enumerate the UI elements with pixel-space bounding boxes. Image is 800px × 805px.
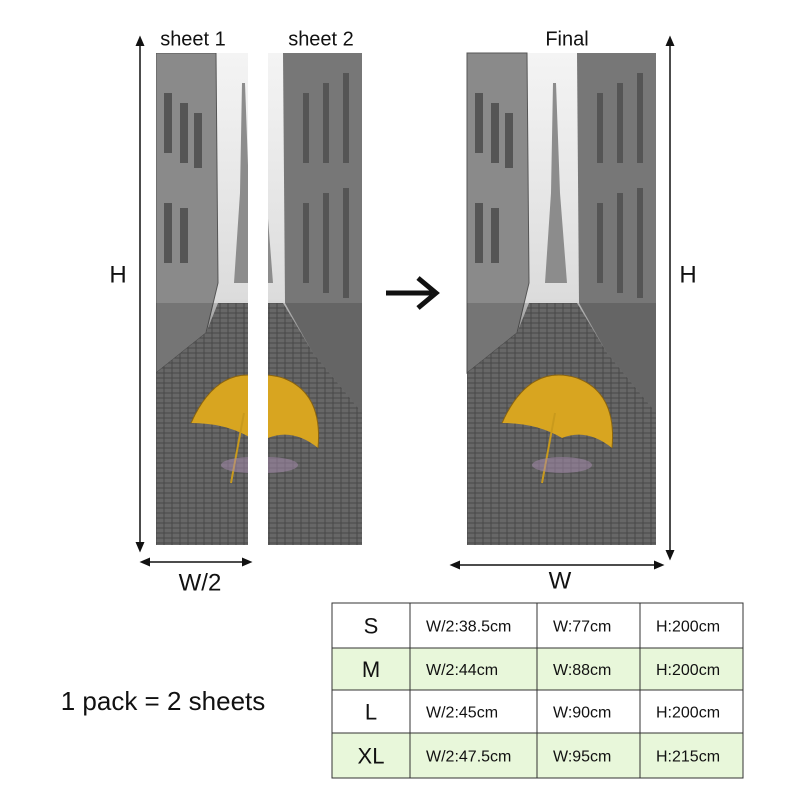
size-value: H:215cm <box>656 749 720 766</box>
final-label: Final <box>545 28 588 50</box>
size-value: H:200cm <box>656 662 720 679</box>
size-value: H:200cm <box>656 619 720 636</box>
size-value: W:90cm <box>553 705 611 722</box>
width-label: W <box>549 567 572 594</box>
table-cell <box>536 689 641 734</box>
half-width-label: W/2 <box>179 569 222 596</box>
table-cell <box>331 602 411 649</box>
table-cell <box>639 647 744 691</box>
table-cell <box>331 689 411 734</box>
size-value: W/2:38.5cm <box>426 619 511 636</box>
height-label: H <box>109 261 126 288</box>
table-cell <box>639 732 744 779</box>
table-cell <box>639 602 744 649</box>
size-name: L <box>365 699 377 724</box>
final-image <box>466 52 657 546</box>
table-cell <box>536 602 641 649</box>
pack-note: 1 pack = 2 sheets <box>61 686 266 716</box>
size-value: W:77cm <box>553 619 611 636</box>
size-name: S <box>364 613 379 638</box>
transform-arrow <box>386 276 440 310</box>
size-value: W/2:44cm <box>426 662 498 679</box>
size-value: W/2:45cm <box>426 705 498 722</box>
size-name: M <box>362 657 380 682</box>
size-value: W:88cm <box>553 662 611 679</box>
table-cell <box>639 689 744 734</box>
size-name: XL <box>358 743 385 768</box>
dimension-arrows <box>135 35 675 570</box>
table-cell <box>331 732 411 779</box>
sheet-2-label: sheet 2 <box>288 28 354 50</box>
table-cell <box>331 647 411 691</box>
table-cell <box>409 689 538 734</box>
size-table: S W/2:38.5cm W:77cm H:200cm M W/2:44cm W:88cm H… <box>331 602 744 779</box>
sheet-1-label: sheet 1 <box>160 28 226 50</box>
table-cell <box>409 732 538 779</box>
height-label: H <box>679 261 696 288</box>
size-value: H:200cm <box>656 705 720 722</box>
table-cell <box>409 647 538 691</box>
size-value: W:95cm <box>553 749 611 766</box>
size-value: W/2:47.5cm <box>426 749 511 766</box>
